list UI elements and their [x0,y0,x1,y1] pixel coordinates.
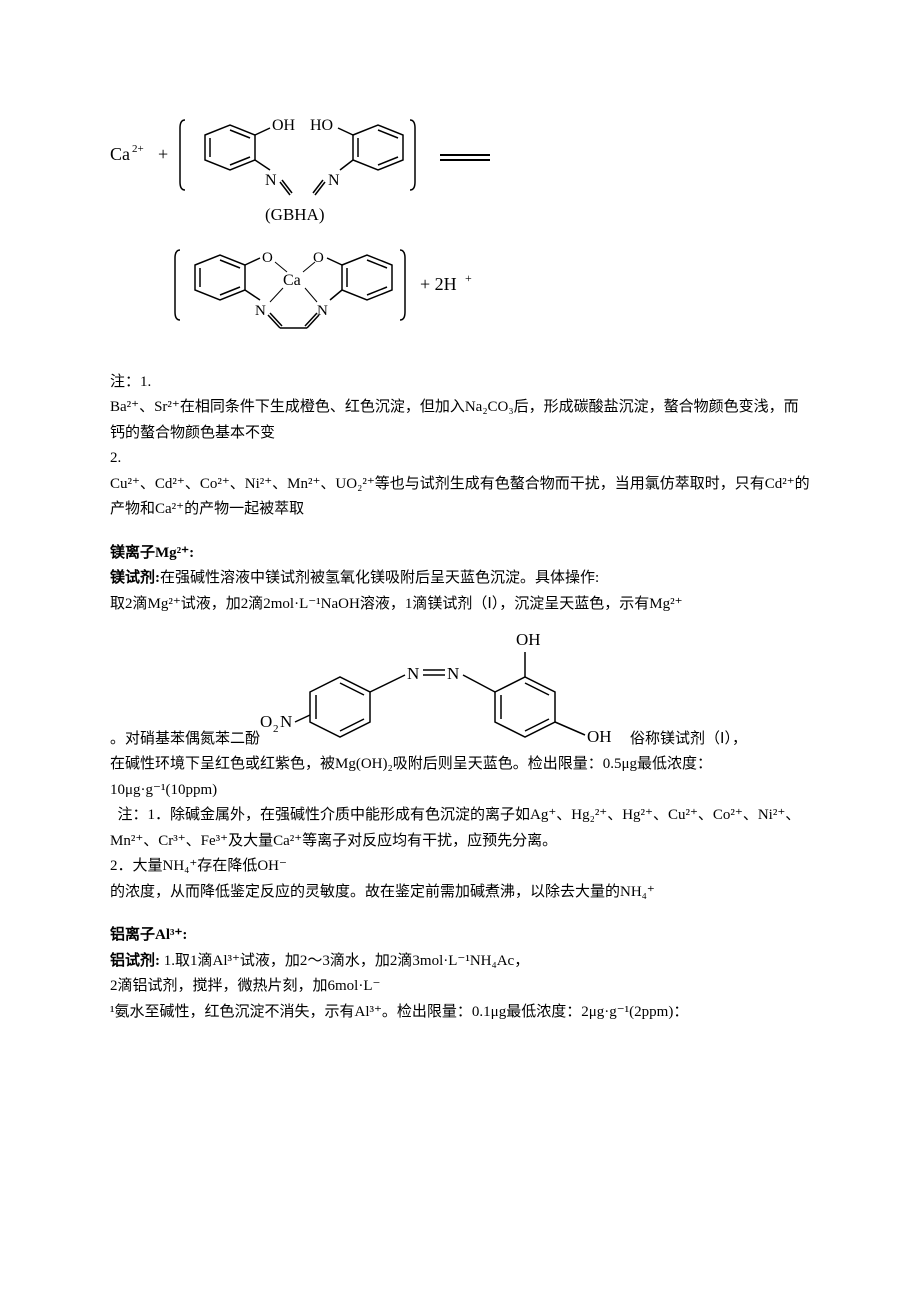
mg-procedure: 取2滴Mg²⁺试液，加2滴2mol·L⁻¹NaOH溶液，1滴镁试剂（Ⅰ），沉淀呈… [110,592,810,618]
mg-note1: 注：1．除碱金属外，在强碱性介质中能形成有色沉淀的离子如Ag⁺、Hg₂²⁺、Hg… [110,803,810,854]
svg-text:+ 2H: + 2H [420,274,457,294]
svg-text:+: + [158,144,168,164]
mg-diagram-prefix: 。对硝基苯偶氮苯二酚 [110,727,260,753]
svg-text:+: + [465,271,472,285]
svg-text:2: 2 [273,723,279,735]
svg-text:OH: OH [272,117,296,134]
svg-text:N: N [280,712,292,731]
svg-text:2+: 2+ [132,143,144,155]
mg-note2b: 的浓度，从而降低鉴定反应的灵敏度。故在鉴定前需加碱煮沸，以除去大量的NH₄⁺ [110,880,810,906]
svg-text:N: N [447,664,459,683]
svg-text:OH: OH [516,630,541,649]
svg-text:OH: OH [587,727,612,746]
svg-text:N: N [328,172,340,189]
svg-text:N: N [317,303,328,319]
al-line2: 2滴铝试剂，搅拌，微热片刻，加6mol·L⁻ [110,974,810,1000]
note2-text: Cu²⁺、Cd²⁺、Co²⁺、Ni²⁺、Mn²⁺、UO₂²⁺等也与试剂生成有色螯… [110,472,810,523]
mg-reagent-structure: O 2 N N N OH OH [260,617,630,752]
ca-gbha-diagram: Ca 2+ + OH N HO N [110,100,810,350]
al-line3: ¹氨水至碱性，红色沉淀不消失，示有Al³⁺。检出限量：0.1μg最低浓度：2μg… [110,1000,810,1026]
note-header: 注：1. [110,370,810,396]
svg-text:O: O [313,250,324,266]
gbha-label: (GBHA) [265,205,325,224]
ca-label: Ca [110,144,130,164]
svg-text:N: N [407,664,419,683]
mg-reagent-text: 在强碱性溶液中镁试剂被氢氧化镁吸附后呈天蓝色沉淀。具体操作: [160,570,599,586]
svg-text:O: O [262,250,273,266]
note2-num: 2. [110,446,810,472]
mg-note2a: 2．大量NH₄⁺存在降低OH⁻ [110,854,810,880]
al-reagent-label: 铝试剂: [110,953,160,969]
mg-desc1: 在碱性环境下呈红色或红紫色，被Mg(OH)₂吸附后则呈天蓝色。检出限量：0.5μ… [110,752,810,803]
mg-reagent-label: 镁试剂: [110,570,160,586]
svg-text:HO: HO [310,117,333,134]
svg-text:O: O [260,712,272,731]
mg-header: 镁离子Mg²⁺: [110,545,194,561]
svg-text:N: N [265,172,277,189]
svg-text:N: N [255,303,266,319]
svg-text:Ca: Ca [283,272,301,289]
mg-diagram-line: 。对硝基苯偶氮苯二酚 O 2 N N N OH OH 俗称镁试剂（Ⅰ）， [110,617,810,752]
al-header: 铝离子Al³⁺: [110,927,187,943]
mg-diagram-suffix: 俗称镁试剂（Ⅰ）， [630,727,747,753]
al-line1: 1.取1滴Al³⁺试液，加2～3滴水，加2滴3mol·L⁻¹NH₄Ac， [160,953,529,969]
note1-text: Ba²⁺、Sr²⁺在相同条件下生成橙色、红色沉淀，但加入Na₂CO₃后，形成碳酸… [110,395,810,446]
